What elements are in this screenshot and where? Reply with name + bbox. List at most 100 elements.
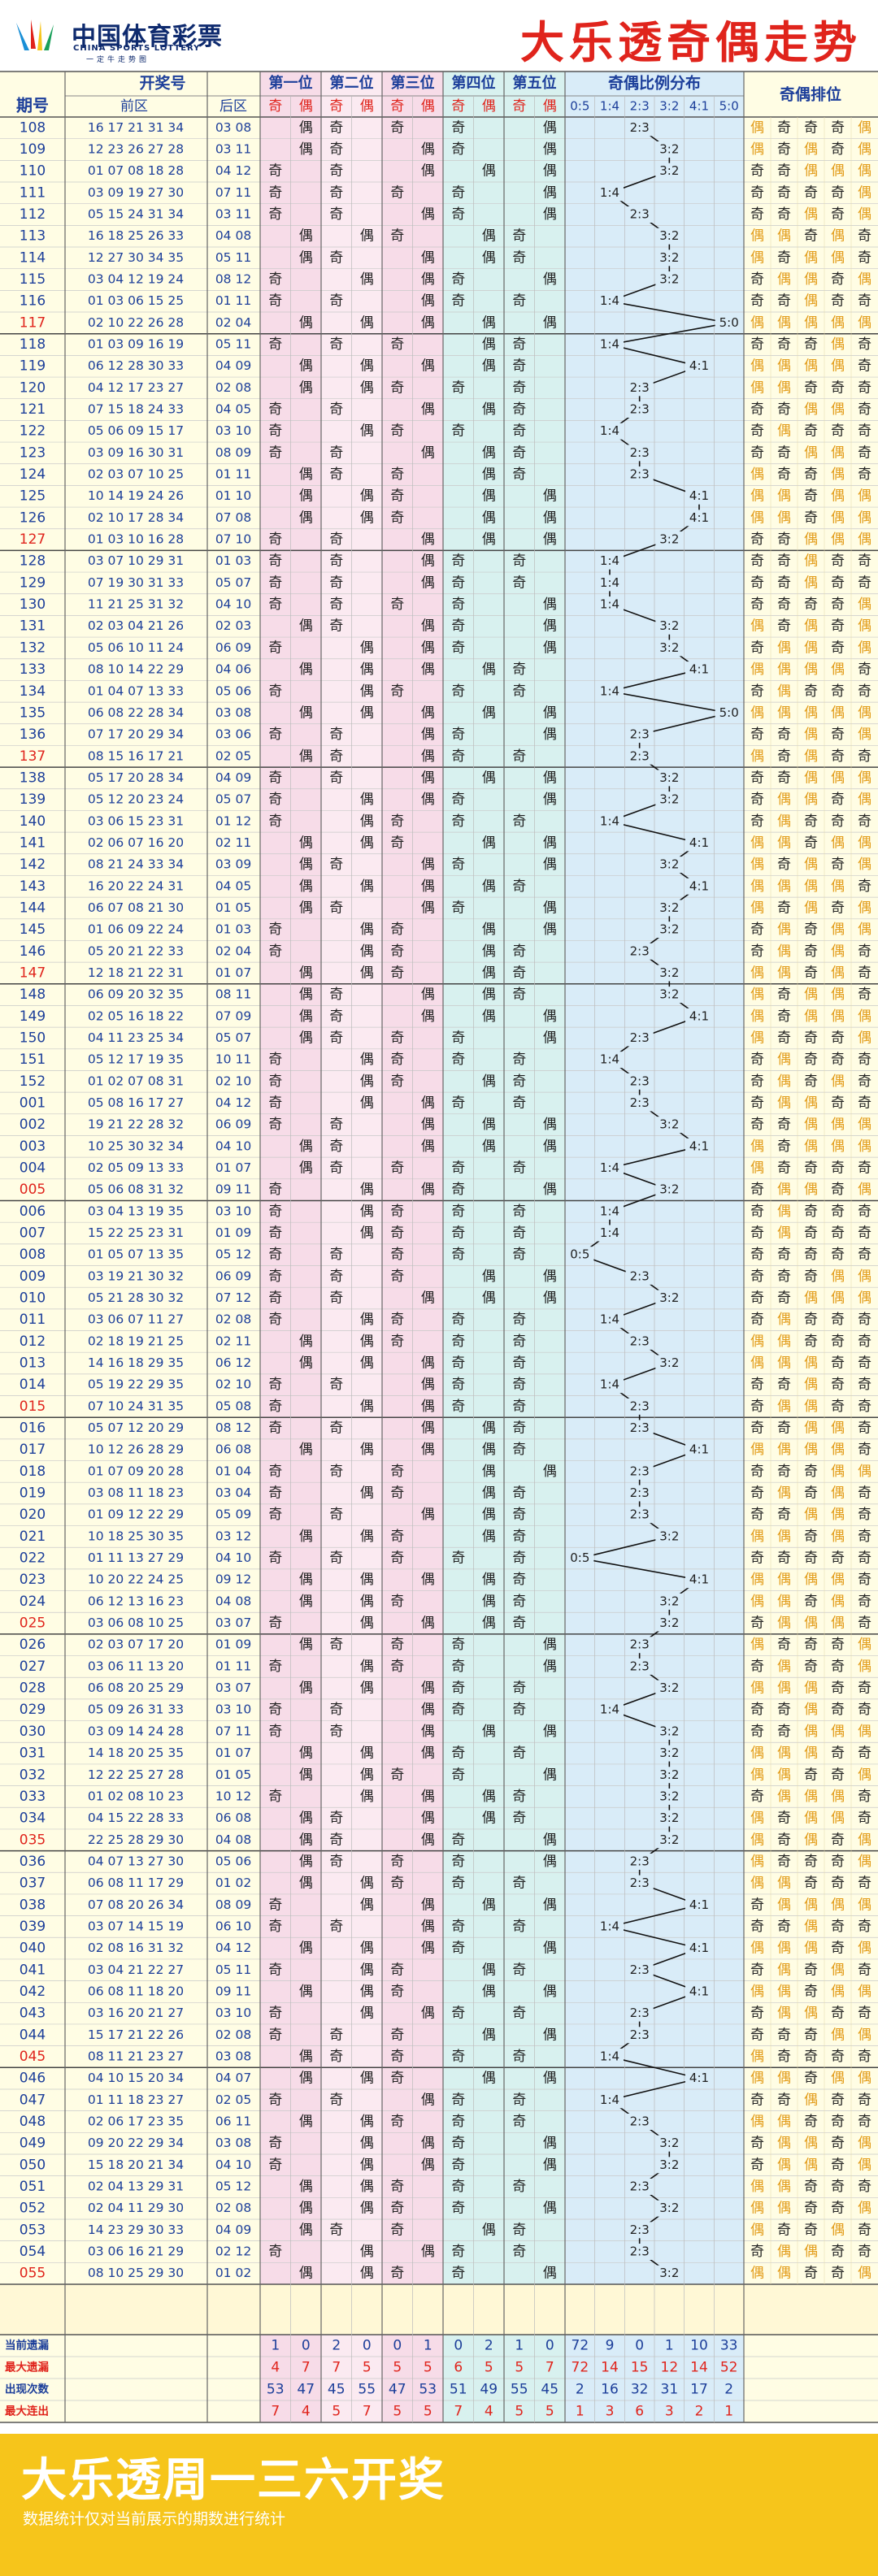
ratio-label-bg — [685, 1572, 713, 1589]
ratio-point: 3:2 — [659, 792, 679, 807]
issue-number: 029 — [20, 1702, 46, 1718]
parity-mark: 偶 — [482, 1811, 496, 1827]
parity-mark: 奇 — [268, 2136, 282, 2152]
ratio-label-bg — [625, 1658, 654, 1675]
arrangement-mark: 奇 — [804, 336, 818, 353]
ratio-point: 3:2 — [659, 1182, 679, 1197]
ratio-label-bg — [596, 1312, 624, 1329]
stat-value: 45 — [328, 2382, 346, 2398]
arrangement-mark: 偶 — [750, 466, 764, 483]
issue-number: 119 — [20, 358, 46, 375]
parity-mark: 奇 — [390, 1962, 404, 1978]
issue-number: 053 — [20, 2222, 46, 2238]
parity-mark: 奇 — [390, 423, 404, 440]
ratio-label-bg — [655, 1788, 684, 1805]
arrangement-mark: 奇 — [777, 2222, 791, 2238]
back-numbers: 06 09 — [215, 1117, 251, 1132]
arrangement-mark: 偶 — [777, 705, 791, 721]
parity-mark: 奇 — [451, 856, 465, 873]
issue-number: 113 — [20, 228, 46, 245]
stat-value: 45 — [541, 2382, 559, 2398]
arrangement-mark: 奇 — [858, 683, 871, 700]
front-numbers: 01 11 13 27 29 — [88, 1550, 184, 1565]
arrangement-mark: 偶 — [858, 271, 871, 288]
arrangement-mark: 奇 — [858, 1789, 871, 1805]
front-numbers: 16 18 25 26 33 — [88, 228, 184, 243]
arrangement-mark: 偶 — [804, 618, 818, 635]
back-numbers: 03 08 — [215, 120, 251, 135]
arrangement-mark: 偶 — [804, 2157, 818, 2173]
back-numbers: 02 08 — [215, 1312, 251, 1327]
ratio-point: 1:4 — [600, 1377, 619, 1392]
parity-mark: 偶 — [421, 1680, 435, 1697]
parity-mark: 奇 — [329, 2222, 343, 2238]
arrangement-mark: 奇 — [804, 2201, 818, 2217]
parity-mark: 偶 — [482, 1594, 496, 1610]
front-numbers: 03 09 19 27 30 — [88, 185, 184, 200]
parity-mark: 偶 — [543, 1290, 557, 1307]
parity-mark: 偶 — [421, 705, 435, 721]
arrangement-mark: 奇 — [831, 2092, 845, 2108]
arrangement-mark: 奇 — [858, 1919, 871, 1935]
arrangement-mark: 奇 — [858, 1550, 871, 1567]
front-numbers: 10 18 25 30 35 — [88, 1529, 184, 1543]
issue-number: 010 — [20, 1290, 46, 1307]
stat-value: 1 — [724, 2404, 733, 2420]
front-numbers: 04 12 17 23 27 — [88, 380, 184, 395]
parity-mark: 偶 — [482, 2222, 496, 2238]
arrangement-mark: 奇 — [804, 1073, 818, 1090]
arrangement-mark: 奇 — [750, 293, 764, 310]
back-numbers: 08 09 — [215, 445, 251, 460]
parity-mark: 偶 — [299, 119, 313, 136]
arrangement-mark: 偶 — [777, 1680, 791, 1697]
arrangement-mark: 奇 — [777, 445, 791, 461]
front-numbers: 02 10 22 26 28 — [88, 315, 184, 330]
stat-value: 4 — [271, 2360, 280, 2376]
logo-slogan: 一定牛走势图 — [86, 56, 150, 64]
arrangement-mark: 奇 — [858, 1160, 871, 1176]
front-numbers: 02 04 13 29 31 — [88, 2179, 184, 2193]
arrangement-mark: 偶 — [750, 488, 764, 505]
parity-mark: 奇 — [512, 1550, 526, 1567]
arrangement-mark: 偶 — [858, 1268, 871, 1285]
stat-value: 32 — [631, 2382, 649, 2398]
arrangement-mark: 奇 — [804, 2266, 818, 2282]
parity-mark: 奇 — [329, 1030, 343, 1046]
back-numbers: 01 05 — [215, 900, 251, 915]
front-numbers: 04 07 13 27 30 — [88, 1854, 184, 1868]
front-numbers: 03 09 14 24 28 — [88, 1724, 184, 1738]
parity-mark: 奇 — [451, 379, 465, 396]
parity-mark: 奇 — [268, 726, 282, 743]
arrangement-mark: 奇 — [858, 2006, 871, 2022]
issue-number: 020 — [20, 1507, 46, 1523]
arrangement-mark: 偶 — [858, 119, 871, 136]
arrangement-mark: 偶 — [831, 661, 845, 678]
arrangement-mark: 奇 — [804, 1225, 818, 1242]
issue-number: 121 — [20, 401, 46, 418]
front-numbers: 06 08 20 25 29 — [88, 1680, 184, 1695]
back-numbers: 03 10 — [215, 1203, 251, 1218]
issue-number: 111 — [20, 184, 46, 201]
issue-number: 050 — [20, 2157, 46, 2173]
arrangement-mark: 偶 — [750, 1832, 764, 1848]
arrangement-mark: 偶 — [858, 2266, 871, 2282]
parity-mark: 奇 — [512, 878, 526, 895]
header-ratio-label: 4:1 — [689, 99, 709, 114]
arrangement-mark: 奇 — [777, 1854, 791, 1870]
arrangement-mark: 偶 — [804, 1811, 818, 1827]
arrangement-mark: 奇 — [858, 466, 871, 483]
parity-mark: 奇 — [268, 2244, 282, 2260]
arrangement-mark: 奇 — [831, 1095, 845, 1111]
parity-mark: 偶 — [360, 1442, 374, 1458]
parity-mark: 奇 — [329, 1854, 343, 1870]
parity-mark: 奇 — [451, 2266, 465, 2282]
arrangement-mark: 奇 — [831, 596, 845, 613]
issue-number: 036 — [20, 1854, 46, 1870]
front-numbers: 05 12 20 23 24 — [88, 792, 184, 807]
arrangement-mark: 奇 — [831, 1550, 845, 1567]
parity-mark: 偶 — [299, 1008, 313, 1025]
arrangement-mark: 偶 — [777, 2266, 791, 2282]
arrangement-mark: 偶 — [858, 2136, 871, 2152]
back-numbers: 04 08 — [215, 1832, 251, 1847]
ratio-label-bg — [655, 1355, 684, 1372]
